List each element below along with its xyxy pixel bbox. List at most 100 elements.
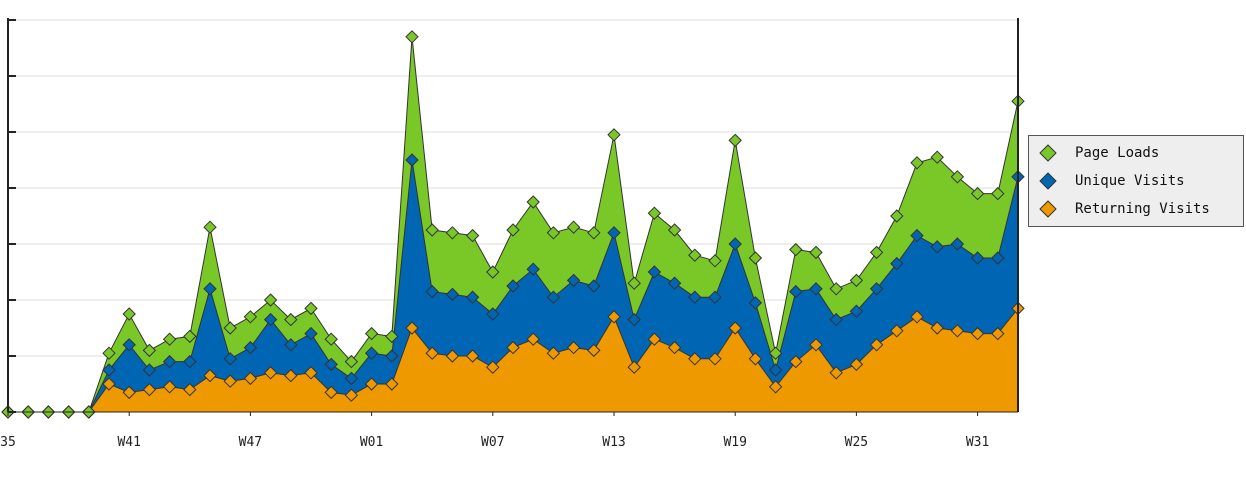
point-unique-visits	[263, 312, 278, 327]
point-unique-visits	[243, 340, 258, 355]
point-returning-visits	[809, 338, 823, 352]
point-returning-visits	[607, 310, 621, 324]
legend-item-unique-visits: Unique Visits	[1039, 169, 1185, 193]
point-page-loads	[425, 223, 439, 237]
point-returning-visits	[647, 332, 662, 346]
legend-item-page-loads: Page Loads	[1039, 141, 1159, 165]
point-unique-visits	[465, 290, 480, 304]
point-page-loads	[970, 186, 985, 201]
point-page-loads	[506, 223, 520, 237]
x-tick-labels: 35 W41 W47 W01 W07 W13 W19 W25 W31	[0, 435, 989, 450]
point-unique-visits	[183, 354, 197, 369]
point-returning-visits	[364, 377, 379, 391]
unique-visits-diamond-icon	[1039, 172, 1057, 190]
point-page-loads	[647, 206, 662, 220]
point-unique-visits	[486, 307, 500, 321]
point-returning-visits	[526, 332, 540, 346]
legend-item-returning-visits: Returning Visits	[1039, 197, 1210, 221]
point-unique-visits	[869, 282, 884, 296]
point-returning-visits	[728, 321, 742, 335]
point-returning-visits	[708, 352, 722, 366]
point-unique-visits	[526, 262, 540, 276]
point-returning-visits	[950, 324, 965, 338]
point-returning-visits	[667, 340, 682, 355]
point-returning-visits	[284, 368, 298, 383]
point-unique-visits	[970, 251, 985, 265]
point-unique-visits	[566, 273, 581, 288]
point-unique-visits	[849, 304, 864, 318]
point-page-loads	[284, 312, 298, 327]
point-returning-visits	[991, 326, 1005, 341]
x-tick-label: W13	[602, 435, 625, 450]
x-tick-label: W41	[117, 435, 140, 450]
x-tick-label: W07	[481, 435, 504, 450]
point-returning-visits	[263, 366, 278, 380]
point-unique-visits	[708, 290, 722, 304]
point-page-loads	[930, 150, 944, 164]
point-page-loads	[950, 170, 965, 184]
point-page-loads	[445, 226, 460, 240]
point-page-loads	[566, 220, 581, 234]
point-page-loads	[364, 326, 379, 341]
point-unique-visits	[405, 153, 419, 167]
legend: Page Loads Unique Visits Returning Visit…	[1028, 135, 1244, 227]
area-returning-visits	[8, 308, 1018, 412]
point-returning-visits	[910, 310, 924, 324]
point-page-loads	[627, 276, 641, 290]
point-unique-visits	[425, 284, 439, 299]
point-page-loads	[465, 228, 480, 243]
point-unique-visits	[950, 237, 965, 251]
point-unique-visits	[890, 256, 904, 271]
point-returning-visits	[324, 385, 338, 400]
point-unique-visits	[991, 251, 1005, 265]
point-returning-visits	[789, 354, 803, 369]
x-tick-label: W25	[845, 435, 868, 450]
point-page-loads	[768, 346, 783, 360]
page-loads-diamond-icon	[1039, 144, 1057, 162]
point-page-loads	[849, 273, 864, 288]
legend-label: Unique Visits	[1075, 173, 1185, 189]
point-returning-visits	[768, 380, 783, 394]
point-returning-visits	[223, 374, 237, 388]
point-unique-visits	[607, 226, 621, 240]
point-page-loads	[667, 223, 682, 237]
point-unique-visits	[930, 240, 944, 254]
x-tick-label: 35	[0, 435, 16, 450]
point-returning-visits	[122, 385, 136, 400]
point-unique-visits	[647, 265, 662, 279]
legend-label: Page Loads	[1075, 145, 1160, 161]
point-page-loads	[728, 133, 742, 148]
point-returning-visits	[849, 357, 864, 372]
point-returning-visits	[243, 371, 258, 386]
point-page-loads	[587, 226, 601, 240]
point-page-loads	[708, 254, 722, 268]
point-page-loads	[748, 251, 763, 265]
point-unique-visits	[789, 284, 803, 299]
point-page-loads	[162, 332, 177, 346]
point-returning-visits	[970, 326, 985, 341]
point-returning-visits	[385, 377, 399, 391]
point-page-loads	[910, 156, 924, 170]
point-unique-visits	[445, 287, 460, 302]
x-tick-label: W31	[966, 435, 989, 450]
point-page-loads	[102, 346, 116, 360]
point-returning-visits	[566, 340, 581, 355]
point-page-loads	[183, 329, 197, 344]
point-returning-visits	[829, 366, 843, 380]
x-tick-label: W01	[360, 435, 383, 450]
point-returning-visits	[748, 352, 763, 366]
point-unique-visits	[627, 312, 641, 327]
point-returning-visits	[465, 349, 480, 363]
point-returning-visits	[688, 352, 702, 366]
point-unique-visits	[284, 338, 298, 352]
point-page-loads	[869, 245, 884, 260]
point-page-loads	[122, 307, 136, 321]
point-page-loads	[546, 226, 561, 240]
point-unique-visits	[344, 371, 359, 386]
point-returning-visits	[102, 377, 116, 391]
point-unique-visits	[546, 290, 561, 304]
point-unique-visits	[748, 296, 763, 310]
point-unique-visits	[162, 354, 177, 369]
x-tick-label: W19	[723, 435, 746, 450]
